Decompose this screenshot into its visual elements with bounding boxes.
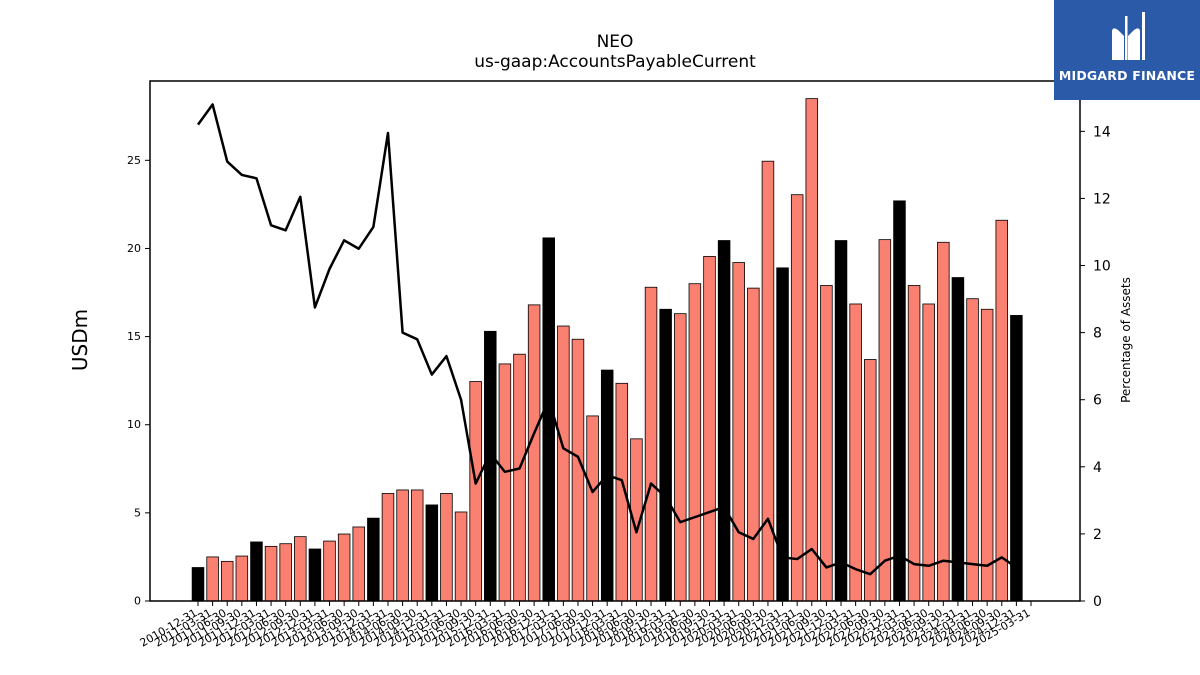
bar-2021-06-30 [805,98,819,602]
bar-2021-12-31 [834,240,848,602]
bar-2013-09-30 [352,526,366,602]
bar-2019-12-31 [717,240,731,602]
y2-tick-label: 6 [1093,393,1102,409]
y-tick-label: 0 [134,595,141,608]
bar-2020-03-31 [732,262,745,602]
y2-tick-label: 2 [1093,527,1102,543]
right-axis: 0 2 4 6 8 10 12 14 [1080,124,1111,610]
bar-2015-09-30 [469,381,482,602]
bar-2020-06-30 [747,287,760,602]
bar-2022-09-30 [878,239,892,602]
bar-2014-03-31 [381,493,395,602]
y-axis-label: USDm [68,308,92,372]
bar-2021-03-31 [790,194,804,602]
bar-2011-06-30 [220,560,234,602]
bar-2024-09-30 [995,219,1009,602]
y2-axis-label: Percentage of Assets [1119,277,1133,403]
plot-frame [149,80,1081,602]
chart-title: NEO [596,32,634,52]
bar-2023-09-30 [937,241,950,602]
y2-tick-label: 8 [1093,326,1102,342]
bar-2015-12-31 [484,330,497,602]
y-tick-label: 10 [127,418,141,431]
bar-2022-03-31 [849,303,862,602]
bar-2014-06-30 [396,489,409,602]
bar-2012-12-31 [308,548,322,602]
left-axis: 0 5 10 15 20 25 [127,154,150,608]
bar-2016-09-30 [527,304,541,602]
bar-2012-03-31 [264,545,278,602]
bar-2014-09-30 [410,489,424,602]
y2-tick-label: 14 [1093,124,1111,140]
bar-2016-03-31 [498,363,512,602]
bar-2019-03-31 [674,313,687,602]
y2-tick-label: 10 [1093,259,1111,275]
logo-text: MIDGARD FINANCE [1058,68,1196,83]
percentage-line [196,103,1018,576]
x-axis: 2010-12-312011-03-312011-06-302011-09-30… [138,601,1033,650]
bar-2015-06-30 [454,511,468,602]
y-tick-label: 20 [127,242,141,255]
midgard-finance-logo: MIDGARD FINANCE [1054,0,1200,100]
bar-2023-12-31 [951,277,965,602]
bar-2013-12-31 [367,517,380,602]
y-tick-label: 5 [134,506,141,519]
logo-mark-icon [1112,12,1145,60]
bar-2016-12-31 [542,237,555,602]
bar-2024-06-30 [980,308,994,602]
bar-2021-09-30 [820,285,833,602]
y2-tick-label: 0 [1093,594,1102,610]
bar-2017-12-31 [600,369,614,602]
bar-2010-12-31 [191,567,205,602]
bar-2017-06-30 [571,338,585,602]
bar-2014-12-31 [425,504,439,602]
bar-2024-12-31 [1010,315,1023,602]
bar-2018-09-30 [644,286,658,602]
bar-2016-06-30 [513,353,526,602]
bar-2020-09-30 [761,160,775,602]
bar-2012-06-30 [279,543,292,602]
bar-2015-03-31 [440,493,453,602]
bar-2024-03-31 [966,298,979,602]
bar-2011-12-31 [250,541,263,602]
bar-2012-09-30 [294,536,307,602]
chart-subtitle: us-gaap:AccountsPayableCurrent [474,52,756,72]
bar-2022-12-31 [893,200,906,602]
y-tick-label: 15 [127,330,141,343]
bar-2013-06-30 [337,533,351,602]
bar-2017-09-30 [586,415,599,602]
bar-2011-09-30 [235,555,249,602]
bar-2011-03-31 [206,556,219,602]
bar-2023-06-30 [922,303,935,602]
bar-2013-03-31 [323,540,336,602]
bar-2020-12-31 [776,267,789,602]
percentage-line-series [196,103,1018,576]
bar-series [191,98,1023,602]
bar-2023-03-31 [907,285,921,602]
y2-tick-label: 12 [1093,191,1111,207]
bar-2017-03-31 [557,325,570,602]
bar-2019-09-30 [703,255,716,602]
bar-2019-06-30 [688,283,702,602]
bar-2018-12-31 [659,308,672,602]
y2-tick-label: 4 [1093,460,1102,476]
y-tick-label: 25 [127,154,141,167]
bar-2022-06-30 [864,359,877,602]
